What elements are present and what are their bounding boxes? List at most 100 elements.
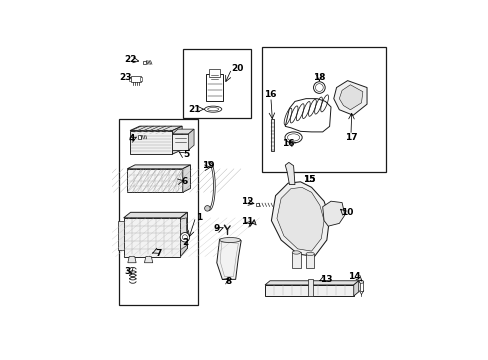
Text: 16: 16 (282, 139, 294, 148)
Bar (270, 120, 273, 151)
Polygon shape (144, 257, 152, 263)
Polygon shape (127, 257, 136, 263)
Bar (127, 169, 183, 192)
Bar (127, 169, 183, 192)
Bar (129, 77, 131, 81)
Bar (127, 169, 183, 192)
Text: 17: 17 (344, 133, 357, 142)
Text: 6: 6 (182, 177, 188, 186)
Bar (119, 120, 198, 305)
Text: 12: 12 (240, 197, 253, 206)
Ellipse shape (359, 280, 363, 283)
Polygon shape (172, 129, 194, 134)
Bar (127, 169, 183, 192)
Ellipse shape (313, 82, 325, 93)
Bar (307, 279, 312, 296)
Circle shape (204, 206, 210, 211)
Bar (305, 254, 314, 268)
Bar (208, 69, 220, 77)
Bar (127, 169, 183, 192)
Bar (127, 169, 183, 192)
Bar (130, 76, 140, 82)
Ellipse shape (315, 84, 323, 91)
Polygon shape (123, 218, 180, 257)
Text: 7: 7 (155, 248, 162, 257)
Bar (359, 282, 363, 291)
Text: 16: 16 (263, 90, 276, 99)
Polygon shape (188, 129, 194, 150)
Polygon shape (123, 212, 187, 218)
Polygon shape (130, 212, 187, 248)
Text: 8: 8 (225, 277, 231, 286)
Text: 5: 5 (183, 150, 189, 158)
Polygon shape (322, 201, 344, 226)
Text: 11: 11 (241, 217, 253, 226)
Bar (183, 49, 250, 118)
Ellipse shape (204, 106, 222, 112)
Polygon shape (276, 187, 324, 251)
Ellipse shape (219, 238, 240, 243)
Bar (143, 61, 146, 64)
Bar (127, 169, 183, 192)
Bar (255, 203, 259, 206)
Bar (127, 169, 183, 192)
Circle shape (180, 233, 189, 242)
Polygon shape (339, 85, 362, 110)
Ellipse shape (285, 132, 302, 143)
Text: 15: 15 (302, 175, 314, 184)
Bar (127, 169, 183, 192)
Polygon shape (172, 126, 182, 154)
Circle shape (182, 235, 187, 240)
Text: 18: 18 (312, 73, 325, 82)
Polygon shape (117, 221, 123, 250)
Ellipse shape (287, 134, 299, 141)
Text: 19: 19 (202, 161, 214, 170)
Text: 22: 22 (123, 55, 136, 64)
Bar (127, 169, 183, 192)
Bar (127, 169, 183, 192)
Bar (137, 135, 141, 139)
Bar (206, 74, 223, 102)
Bar (127, 169, 183, 192)
Bar (127, 169, 183, 192)
Text: 23: 23 (119, 73, 131, 82)
Text: 15: 15 (302, 175, 314, 184)
Polygon shape (264, 281, 358, 285)
Bar (140, 77, 142, 81)
Polygon shape (183, 165, 190, 192)
Ellipse shape (292, 251, 300, 254)
Text: 21: 21 (188, 105, 200, 114)
Bar (261, 48, 386, 172)
Polygon shape (130, 131, 172, 154)
Bar (127, 169, 183, 192)
Text: 2: 2 (182, 238, 188, 247)
Polygon shape (271, 182, 329, 257)
Bar (127, 169, 183, 192)
Polygon shape (216, 239, 241, 279)
Text: 3: 3 (124, 267, 130, 276)
Bar (127, 169, 183, 192)
Text: 13: 13 (319, 275, 332, 284)
Polygon shape (333, 81, 366, 115)
Polygon shape (127, 169, 183, 192)
Bar (264, 285, 353, 296)
Polygon shape (180, 212, 187, 257)
Bar (127, 169, 183, 192)
Text: 4: 4 (128, 134, 134, 143)
Polygon shape (180, 218, 186, 250)
Bar (127, 169, 183, 192)
Text: 9: 9 (213, 224, 219, 233)
Bar (127, 169, 183, 192)
Text: 1: 1 (195, 212, 202, 221)
Polygon shape (285, 162, 294, 185)
Ellipse shape (305, 252, 314, 256)
Polygon shape (353, 281, 358, 296)
Polygon shape (130, 126, 182, 131)
Text: 10: 10 (341, 208, 353, 217)
Bar (292, 252, 300, 268)
Text: 14: 14 (348, 272, 361, 281)
Text: 20: 20 (231, 64, 243, 73)
Bar (172, 134, 188, 150)
Ellipse shape (207, 108, 218, 111)
Polygon shape (127, 165, 190, 169)
